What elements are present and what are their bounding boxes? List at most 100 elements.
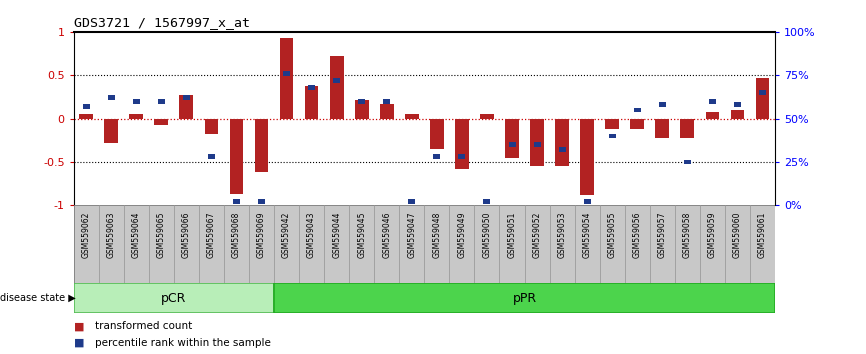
- Bar: [174, 205, 199, 283]
- Bar: [605, 119, 619, 129]
- Bar: [650, 205, 675, 283]
- Text: GSM559046: GSM559046: [382, 212, 391, 258]
- Bar: [634, 108, 641, 112]
- Bar: [149, 205, 174, 283]
- Bar: [433, 154, 441, 159]
- Bar: [80, 114, 93, 119]
- Text: pPR: pPR: [513, 292, 537, 305]
- Text: GSM559065: GSM559065: [157, 212, 165, 258]
- Bar: [609, 133, 616, 138]
- Bar: [656, 119, 669, 138]
- Text: GSM559061: GSM559061: [758, 212, 767, 258]
- Bar: [233, 199, 240, 204]
- Bar: [324, 205, 349, 283]
- Text: GSM559052: GSM559052: [533, 212, 541, 258]
- Bar: [274, 283, 775, 313]
- Text: GSM559058: GSM559058: [683, 212, 692, 258]
- Bar: [330, 56, 344, 119]
- Bar: [305, 86, 319, 119]
- Bar: [505, 119, 519, 158]
- Text: disease state ▶: disease state ▶: [0, 293, 75, 303]
- Text: GSM559069: GSM559069: [257, 212, 266, 258]
- Bar: [624, 205, 650, 283]
- Bar: [659, 102, 666, 107]
- Bar: [283, 71, 290, 76]
- Text: GSM559066: GSM559066: [182, 212, 191, 258]
- Text: GSM559067: GSM559067: [207, 212, 216, 258]
- Bar: [405, 114, 418, 119]
- Bar: [725, 205, 750, 283]
- Bar: [756, 78, 769, 119]
- Text: transformed count: transformed count: [95, 321, 192, 331]
- Bar: [550, 205, 575, 283]
- Text: GSM559044: GSM559044: [333, 212, 341, 258]
- Bar: [630, 119, 644, 129]
- Bar: [731, 110, 745, 119]
- Text: percentile rank within the sample: percentile rank within the sample: [95, 338, 271, 348]
- Bar: [458, 154, 465, 159]
- Bar: [359, 99, 365, 104]
- Bar: [249, 205, 274, 283]
- Bar: [74, 283, 274, 313]
- Bar: [483, 199, 490, 204]
- Bar: [280, 38, 294, 119]
- Bar: [455, 119, 469, 169]
- Bar: [208, 154, 215, 159]
- Bar: [580, 119, 594, 195]
- Bar: [229, 119, 243, 194]
- Bar: [107, 95, 114, 100]
- Bar: [129, 114, 143, 119]
- Bar: [599, 205, 624, 283]
- Bar: [684, 160, 691, 164]
- Text: GSM559056: GSM559056: [633, 212, 642, 258]
- Bar: [104, 119, 118, 143]
- Bar: [575, 205, 599, 283]
- Text: GSM559055: GSM559055: [608, 212, 617, 258]
- Bar: [258, 199, 265, 204]
- Text: GSM559053: GSM559053: [558, 212, 566, 258]
- Bar: [199, 205, 224, 283]
- Text: GSM559063: GSM559063: [107, 212, 116, 258]
- Bar: [82, 104, 90, 109]
- Bar: [158, 99, 165, 104]
- Bar: [224, 205, 249, 283]
- Text: GSM559060: GSM559060: [733, 212, 742, 258]
- Text: ■: ■: [74, 338, 84, 348]
- Text: GSM559062: GSM559062: [81, 212, 91, 258]
- Text: GSM559045: GSM559045: [357, 212, 366, 258]
- Bar: [525, 205, 550, 283]
- Bar: [555, 119, 569, 166]
- Text: GSM559068: GSM559068: [232, 212, 241, 258]
- Bar: [204, 119, 218, 134]
- Bar: [424, 205, 449, 283]
- Text: GSM559051: GSM559051: [507, 212, 516, 258]
- Bar: [480, 114, 494, 119]
- Bar: [734, 102, 741, 107]
- Bar: [154, 119, 168, 125]
- Bar: [508, 142, 515, 147]
- Bar: [449, 205, 475, 283]
- Bar: [533, 142, 540, 147]
- Bar: [709, 99, 716, 104]
- Bar: [74, 205, 99, 283]
- Text: GSM559048: GSM559048: [432, 212, 442, 258]
- Bar: [681, 119, 695, 138]
- Bar: [759, 90, 766, 95]
- Bar: [179, 95, 193, 119]
- Bar: [500, 205, 525, 283]
- Text: GSM559057: GSM559057: [658, 212, 667, 258]
- Bar: [308, 85, 315, 90]
- Bar: [333, 78, 340, 83]
- Bar: [408, 199, 416, 204]
- Text: GSM559050: GSM559050: [482, 212, 492, 258]
- Text: GDS3721 / 1567997_x_at: GDS3721 / 1567997_x_at: [74, 16, 249, 29]
- Bar: [374, 205, 399, 283]
- Bar: [132, 99, 139, 104]
- Text: GSM559064: GSM559064: [132, 212, 141, 258]
- Bar: [700, 205, 725, 283]
- Text: GSM559054: GSM559054: [583, 212, 591, 258]
- Bar: [750, 205, 775, 283]
- Text: ■: ■: [74, 321, 84, 331]
- Bar: [430, 119, 443, 149]
- Text: GSM559047: GSM559047: [407, 212, 417, 258]
